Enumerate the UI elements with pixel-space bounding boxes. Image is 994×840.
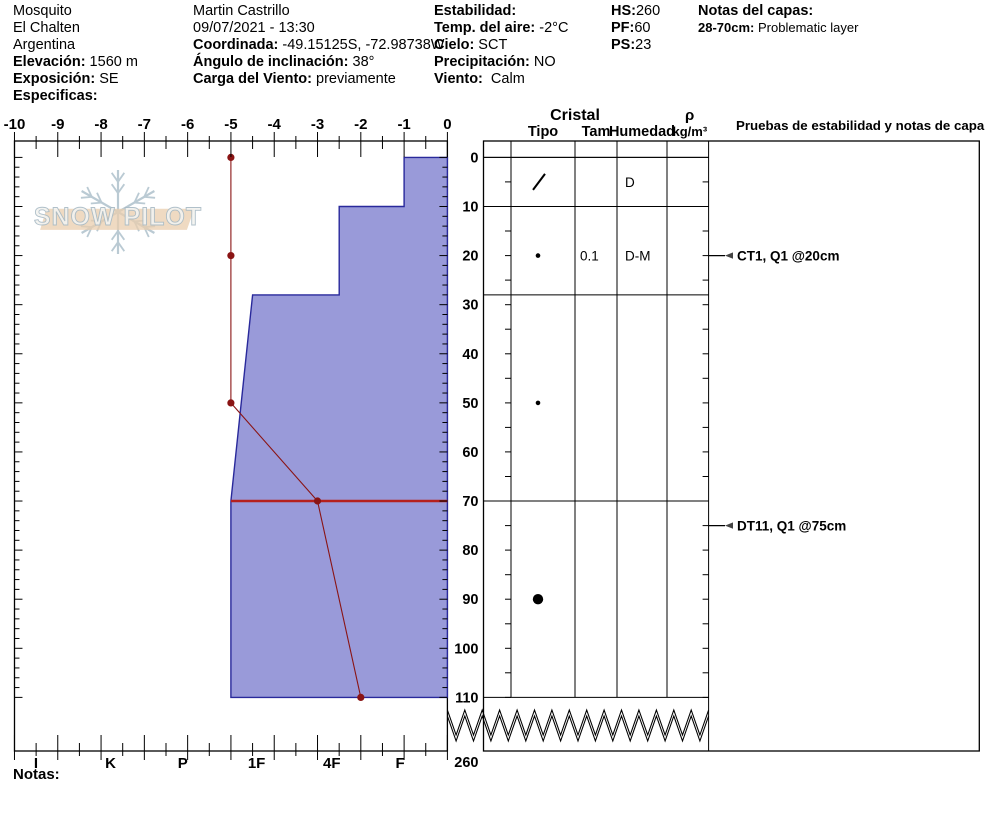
svg-text:260: 260 xyxy=(454,755,478,771)
svg-text:100: 100 xyxy=(454,641,478,657)
svg-text:0: 0 xyxy=(470,150,478,166)
svg-text:K: K xyxy=(105,755,116,772)
svg-text:Humedad: Humedad xyxy=(609,124,675,140)
svg-text:Tam: Tam xyxy=(582,124,611,140)
svg-text:80: 80 xyxy=(462,543,478,559)
svg-text:D: D xyxy=(625,175,635,190)
svg-text:kg/m³: kg/m³ xyxy=(673,124,708,139)
svg-text:1F: 1F xyxy=(248,755,266,772)
svg-text:D-M: D-M xyxy=(625,249,651,264)
svg-text:0: 0 xyxy=(443,116,451,133)
svg-text:ρ: ρ xyxy=(685,107,694,124)
svg-text:4F: 4F xyxy=(323,755,341,772)
svg-text:-8: -8 xyxy=(94,116,107,133)
svg-text:110: 110 xyxy=(455,690,478,706)
svg-text:70: 70 xyxy=(462,494,478,510)
svg-text:-3: -3 xyxy=(311,116,324,133)
svg-text:-4: -4 xyxy=(268,116,282,133)
svg-text:CT1, Q1 @20cm: CT1, Q1 @20cm xyxy=(737,249,839,264)
svg-text:SNOW PILOT: SNOW PILOT xyxy=(34,203,202,231)
svg-text:40: 40 xyxy=(462,347,478,363)
svg-text:0.1: 0.1 xyxy=(580,249,599,264)
svg-text:-2: -2 xyxy=(354,116,367,133)
svg-text:20: 20 xyxy=(462,249,478,265)
svg-text:Notas:: Notas: xyxy=(13,766,60,783)
svg-text:-9: -9 xyxy=(51,116,64,133)
svg-text:Cristal: Cristal xyxy=(550,107,600,124)
svg-text:-10: -10 xyxy=(4,116,26,133)
svg-text:60: 60 xyxy=(462,445,478,461)
svg-text:DT11, Q1 @75cm: DT11, Q1 @75cm xyxy=(737,519,846,534)
svg-text:F: F xyxy=(396,755,405,772)
svg-text:Tipo: Tipo xyxy=(528,124,558,140)
svg-text:Pruebas de estabilidad y notas: Pruebas de estabilidad y notas de capa xyxy=(736,118,985,133)
svg-text:-6: -6 xyxy=(181,116,194,133)
svg-text:-1: -1 xyxy=(397,116,410,133)
svg-text:50: 50 xyxy=(462,396,478,412)
svg-text:90: 90 xyxy=(462,592,478,608)
svg-text:-7: -7 xyxy=(138,116,151,133)
svg-text:30: 30 xyxy=(462,298,478,314)
svg-text:10: 10 xyxy=(462,200,478,216)
svg-text:-5: -5 xyxy=(224,116,237,133)
svg-text:P: P xyxy=(178,755,188,772)
